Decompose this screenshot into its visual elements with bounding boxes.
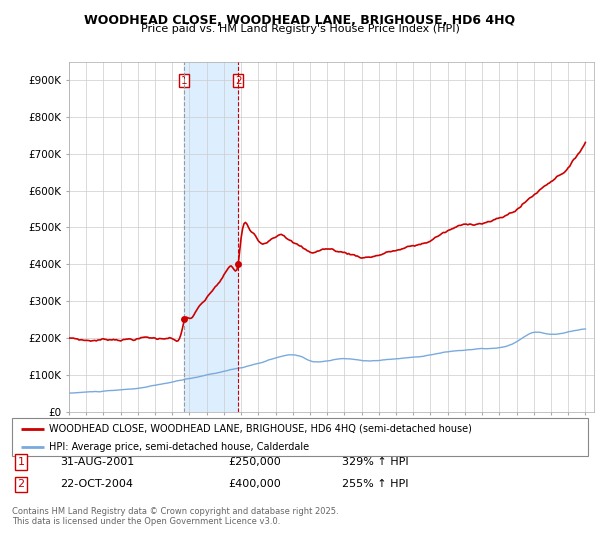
Text: 31-AUG-2001: 31-AUG-2001 [60,457,134,467]
Text: WOODHEAD CLOSE, WOODHEAD LANE, BRIGHOUSE, HD6 4HQ: WOODHEAD CLOSE, WOODHEAD LANE, BRIGHOUSE… [85,14,515,27]
Text: £250,000: £250,000 [228,457,281,467]
Text: 22-OCT-2004: 22-OCT-2004 [60,479,133,489]
Text: HPI: Average price, semi-detached house, Calderdale: HPI: Average price, semi-detached house,… [49,442,310,452]
Text: 2: 2 [235,76,242,86]
Text: 255% ↑ HPI: 255% ↑ HPI [342,479,409,489]
Text: WOODHEAD CLOSE, WOODHEAD LANE, BRIGHOUSE, HD6 4HQ (semi-detached house): WOODHEAD CLOSE, WOODHEAD LANE, BRIGHOUSE… [49,423,472,433]
Text: Price paid vs. HM Land Registry's House Price Index (HPI): Price paid vs. HM Land Registry's House … [140,24,460,34]
Text: Contains HM Land Registry data © Crown copyright and database right 2025.
This d: Contains HM Land Registry data © Crown c… [12,507,338,526]
Text: 2: 2 [17,479,25,489]
Text: 1: 1 [181,76,187,86]
Text: £400,000: £400,000 [228,479,281,489]
Text: 1: 1 [17,457,25,467]
Bar [184,62,238,412]
Text: 329% ↑ HPI: 329% ↑ HPI [342,457,409,467]
